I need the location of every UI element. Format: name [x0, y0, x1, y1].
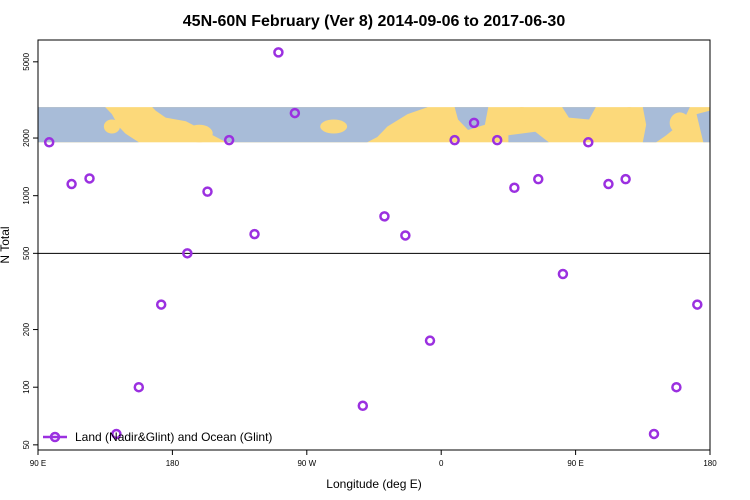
data-point — [155, 299, 167, 310]
y-tick-label: 50 — [22, 440, 31, 449]
map-island — [185, 124, 213, 143]
y-tick-label: 5000 — [22, 52, 31, 70]
data-point — [509, 182, 520, 194]
map-island — [320, 119, 348, 134]
x-tick-label: 0 — [439, 459, 444, 468]
data-point — [202, 186, 213, 197]
data-point — [289, 107, 301, 119]
plot-frame — [37, 39, 711, 451]
data-point — [357, 400, 369, 412]
data-point — [43, 137, 55, 148]
map-band — [38, 107, 710, 143]
map-ocean-region — [508, 131, 549, 143]
data-point — [620, 173, 631, 185]
data-point — [671, 381, 682, 393]
data-point — [111, 428, 122, 440]
data-point — [182, 248, 193, 259]
data-points — [43, 47, 703, 440]
map-island — [513, 107, 530, 125]
data-point — [648, 428, 660, 440]
x-axis: 90 E 180 90 W 0 90 E 180 — [30, 450, 717, 468]
data-point — [583, 137, 594, 148]
data-point — [133, 381, 145, 393]
data-point — [468, 117, 480, 129]
x-tick-label: 90 E — [30, 459, 46, 468]
data-point — [400, 230, 411, 241]
map-island — [431, 112, 452, 134]
y-tick-label: 100 — [22, 380, 31, 394]
map-island — [622, 107, 637, 122]
x-tick-label: 180 — [166, 459, 180, 468]
map-ocean-region — [38, 107, 139, 143]
x-axis-label: Longitude (deg E) — [326, 477, 421, 491]
map-ocean-region — [696, 110, 710, 143]
x-tick-label: 180 — [703, 459, 717, 468]
y-tick-label: 500 — [22, 246, 31, 260]
x-tick-label: 90 W — [297, 459, 316, 468]
data-point — [603, 178, 614, 190]
data-point — [557, 268, 569, 280]
legend-label: Land (Nadir&Glint) and Ocean (Glint) — [75, 430, 272, 444]
data-point — [692, 299, 703, 310]
y-tick-label: 200 — [22, 322, 31, 336]
data-point — [533, 173, 544, 185]
y-tick-label: 1000 — [22, 186, 31, 204]
legend: Land (Nadir&Glint) and Ocean (Glint) — [43, 430, 272, 444]
y-axis-label: N Total — [0, 226, 12, 263]
data-point — [66, 178, 77, 190]
map-island — [103, 119, 120, 134]
y-tick-label: 2000 — [22, 129, 31, 147]
data-point — [273, 47, 284, 58]
data-point — [491, 134, 503, 146]
legend-marker — [49, 431, 61, 443]
data-point — [449, 134, 460, 146]
data-point — [424, 335, 436, 346]
map-ocean-region — [152, 107, 428, 143]
data-point — [249, 228, 260, 240]
data-point — [223, 134, 235, 146]
x-tick-label: 90 E — [567, 459, 583, 468]
data-point — [84, 173, 95, 184]
data-point — [379, 211, 390, 222]
map-island — [669, 112, 690, 134]
map-ocean-region — [562, 107, 596, 120]
chart-title: 45N-60N February (Ver 8) 2014-09-06 to 2… — [183, 13, 566, 30]
y-axis: 50 100 200 500 1000 2000 5000 — [22, 52, 38, 449]
